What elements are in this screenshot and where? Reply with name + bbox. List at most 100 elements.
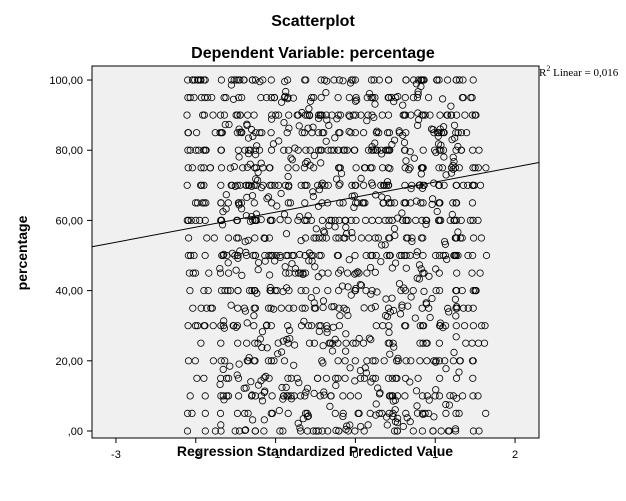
scatter-point (436, 125, 444, 133)
scatter-point (277, 189, 285, 198)
scatter-point (188, 164, 196, 172)
scatter-point (191, 269, 200, 277)
scatter-point (288, 156, 296, 164)
scatter-point (323, 77, 331, 85)
scatter-point (445, 427, 453, 435)
scatter-point (357, 174, 365, 182)
scatter-point (245, 286, 254, 295)
scatter-point (336, 312, 344, 320)
scatter-point (419, 322, 428, 330)
scatter-point (258, 328, 266, 336)
scatter-point (210, 234, 218, 242)
scatter-point (439, 323, 447, 332)
scatter-point (205, 269, 213, 277)
scatter-point (402, 216, 410, 224)
scatter-point (386, 350, 394, 358)
r-squared-text: Linear = 0,016 (550, 67, 618, 79)
scatter-point (300, 164, 308, 172)
scatter-point (260, 427, 268, 435)
scatter-point (423, 357, 431, 365)
scatter-point (414, 374, 422, 382)
scatter-point (419, 146, 427, 154)
scatter-point (183, 181, 191, 189)
scatter-point (298, 129, 306, 137)
scatter-point (303, 413, 312, 421)
scatter-point (276, 253, 284, 262)
scatter-point (379, 199, 387, 207)
scatter-point (217, 357, 225, 365)
scatter-point (384, 164, 392, 172)
scatter-point (432, 265, 440, 273)
scatter-point (386, 308, 394, 316)
scatter-point (339, 412, 347, 420)
scatter-point (430, 129, 438, 137)
scatter-point (393, 374, 401, 382)
scatter-point (301, 392, 309, 400)
scatter-point (447, 111, 456, 119)
scatter-point (440, 238, 449, 246)
scatter-point (357, 234, 366, 242)
scatter-point (454, 129, 462, 137)
scatter-point (330, 76, 338, 84)
scatter-point (267, 322, 275, 330)
scatter-point (189, 76, 197, 84)
scatter-point (184, 164, 192, 172)
scatter-point (431, 251, 440, 260)
scatter-point (334, 374, 342, 382)
scatter-point (469, 322, 477, 330)
x-tick-label: 1 (432, 449, 438, 461)
scatter-point (406, 164, 414, 172)
scatter-point (322, 374, 330, 382)
scatter-point (184, 409, 192, 417)
scatter-point (412, 80, 420, 88)
scatter-point (367, 290, 375, 298)
scatter-point (346, 112, 354, 120)
scatter-point (401, 164, 409, 172)
scatter-point (343, 146, 351, 154)
scatter-point (282, 87, 290, 96)
scatter-point (249, 416, 257, 424)
scatter-point (289, 304, 298, 312)
scatter-point (458, 392, 467, 400)
scatter-point (267, 357, 275, 365)
scatter-point (386, 392, 394, 400)
scatter-point (217, 181, 225, 189)
scatter-point (285, 124, 293, 132)
scatter-point (341, 357, 349, 365)
scatter-point (452, 322, 460, 330)
scatter-point (258, 397, 267, 405)
scatter-point (413, 121, 422, 130)
scatter-point (400, 111, 408, 119)
scatter-point (262, 372, 270, 380)
scatter-point (265, 374, 273, 382)
scatter-point (266, 216, 274, 224)
scatter-point (245, 146, 253, 154)
scatter-point (413, 409, 422, 417)
scatter-point (305, 112, 314, 120)
scatter-point (254, 381, 263, 389)
scatter-point (252, 210, 260, 218)
scatter-point (395, 127, 403, 135)
scatter-point (435, 286, 444, 295)
scatter-point (339, 146, 347, 154)
y-tick-label: 60,00 (55, 215, 83, 227)
scatter-point (363, 117, 371, 125)
scatter-point (345, 256, 353, 264)
scatter-point (417, 265, 425, 273)
scatter-point (347, 291, 355, 299)
scatter-point (252, 175, 260, 183)
scatter-point (339, 409, 347, 417)
scatter-point (262, 94, 271, 102)
scatter-point (267, 129, 275, 137)
scatter-point (405, 166, 413, 174)
scatter-point (340, 304, 348, 312)
scatter-point (366, 263, 375, 272)
scatter-point (409, 286, 417, 295)
scatter-point (400, 284, 408, 292)
scatter-point (222, 94, 230, 102)
scatter-point (197, 164, 205, 172)
scatter-point (452, 312, 460, 320)
scatter-point (335, 76, 343, 84)
scatter-point (355, 409, 363, 417)
scatter-point (254, 168, 262, 176)
